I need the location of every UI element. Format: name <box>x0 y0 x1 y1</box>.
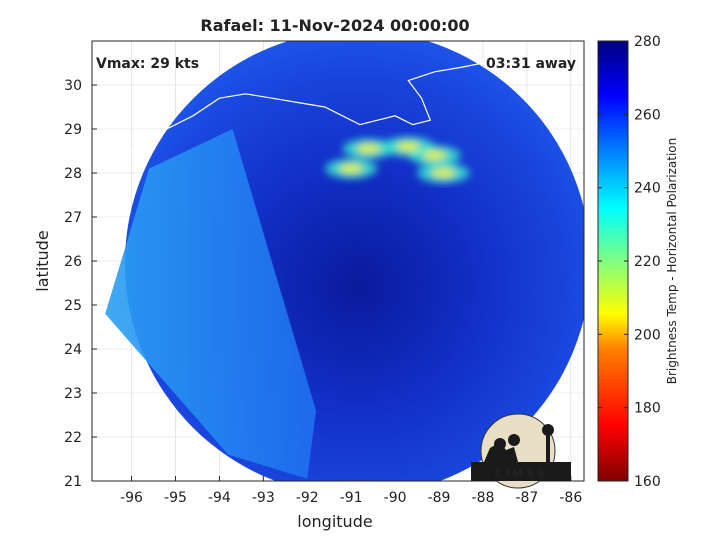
x-tick-label: -95 <box>164 490 187 506</box>
y-tick-label: 25 <box>64 298 82 314</box>
x-tick-label: -94 <box>208 490 231 506</box>
x-axis-label: longitude <box>297 512 372 531</box>
western-swath-band <box>105 129 317 479</box>
axes-frame <box>91 40 585 482</box>
colorbar-tick-label: 180 <box>634 401 661 417</box>
y-tick-label: 28 <box>64 166 82 182</box>
colorbar-tick-label: 160 <box>634 474 661 490</box>
vmax-label: Vmax: 29 kts <box>96 56 199 72</box>
cold-core-inner <box>356 143 381 154</box>
colorbar-tick-label: 280 <box>634 34 661 50</box>
y-tick-label: 24 <box>64 342 82 358</box>
cimss-logo: CIMSS <box>471 413 571 489</box>
x-tick-label: -89 <box>428 490 451 506</box>
x-tick-label: -92 <box>296 490 319 506</box>
x-tick-label: -90 <box>384 490 407 506</box>
time-label: 03:31 away <box>486 56 576 72</box>
colorbar-label: Brightness Temp - Horizontal Polarizatio… <box>665 138 679 385</box>
colorbar-tick-label: 260 <box>634 107 661 123</box>
colorbar <box>597 40 629 482</box>
cold-core-inner <box>422 150 447 161</box>
cold-cloud-band <box>325 136 470 183</box>
x-tick-label: -93 <box>252 490 275 506</box>
cold-core-inner <box>431 168 456 178</box>
cold-core-inner <box>396 141 421 152</box>
chart-title: Rafael: 11-Nov-2024 00:00:00 <box>200 16 469 35</box>
x-tick-label: -88 <box>472 490 495 506</box>
colorbar-tick-labels: 160 180 200 220 240 260 280 <box>598 34 661 490</box>
colorbar-tick-label: 200 <box>634 327 661 343</box>
swath-image <box>92 41 584 481</box>
y-tick-labels: 21 22 23 24 25 26 27 28 29 30 <box>64 78 82 490</box>
y-tick-label: 30 <box>64 78 82 94</box>
coastline <box>92 62 584 161</box>
y-tick-label: 27 <box>64 210 82 226</box>
x-tick-labels: -96 -95 -94 -93 -92 -91 -90 -89 -88 -87 -86 <box>120 490 582 506</box>
y-tick-label: 22 <box>64 430 82 446</box>
x-tick-label: -87 <box>515 490 538 506</box>
x-tick-label: -86 <box>559 490 582 506</box>
colorbar-tick-label: 220 <box>634 254 661 270</box>
y-tick-label: 23 <box>64 386 82 402</box>
logo-text: CIMSS <box>494 467 547 480</box>
x-tick-label: -96 <box>120 490 143 506</box>
cold-core-inner <box>339 163 364 174</box>
y-axis-label: latitude <box>33 230 52 291</box>
y-tick-label: 26 <box>64 254 82 270</box>
y-tick-label: 29 <box>64 122 82 138</box>
colorbar-tick-label: 240 <box>634 181 661 197</box>
x-tick-label: -91 <box>340 490 363 506</box>
y-tick-label: 21 <box>64 474 82 490</box>
